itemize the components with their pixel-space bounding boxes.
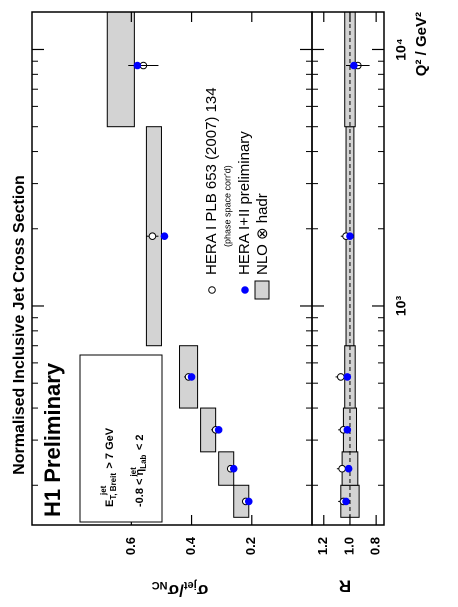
- y-axis-title: R: [339, 577, 351, 596]
- legend-marker: [208, 286, 216, 294]
- cut-part: -0.8 < η: [134, 469, 146, 507]
- cut-part: > 7 GeV: [104, 427, 116, 471]
- legend-note: (phase space corr'd): [222, 165, 232, 247]
- data-point: [344, 464, 353, 473]
- data-point: [148, 232, 157, 240]
- legend-label: HERA I PLB 653 (2007) 134: [203, 87, 220, 275]
- x-tick-label: 10³: [393, 296, 409, 317]
- y-tick-label: 1.0: [341, 537, 356, 555]
- data-point: [346, 232, 354, 240]
- data-point: [133, 61, 142, 70]
- y-axis-title: σjet/σNC: [152, 579, 209, 599]
- cut-sup: jet: [99, 485, 108, 496]
- cut-sup: jet: [129, 467, 138, 478]
- plot-frame: Normalised Inclusive Jet Cross Section 0…: [11, 11, 430, 600]
- data-point: [343, 373, 352, 381]
- data-point: [214, 426, 223, 434]
- data-point: [160, 232, 169, 240]
- y-axis-title-part: σ: [196, 581, 208, 600]
- y-axis-title-part: /σ: [167, 581, 184, 600]
- legend-marker: [241, 286, 249, 294]
- panel-content: [106, 12, 253, 518]
- legend-label: NLO ⊗ hadr: [254, 193, 271, 275]
- data-point: [244, 497, 253, 506]
- cut-part: < 2: [134, 435, 146, 454]
- y-tick-label: 0.2: [243, 537, 258, 555]
- cut-sub: T, Breit: [109, 473, 118, 500]
- panel-content: [335, 12, 370, 525]
- chart-title: Normalised Inclusive Jet Cross Section: [11, 175, 28, 475]
- cut-box: [79, 354, 163, 523]
- x-tick-label: 10⁴: [393, 38, 409, 61]
- y-axis-title-part: NC: [152, 579, 168, 591]
- y-tick-label: 0.8: [368, 537, 383, 555]
- y-axis-title-part: jet: [184, 579, 198, 591]
- x-axis-title: Q² / GeV²: [413, 12, 430, 76]
- data-point: [187, 373, 196, 381]
- cut-text: -0.8 < ηLabjet < 2: [129, 435, 148, 507]
- y-tick-label: 1.2: [315, 537, 330, 555]
- y-tick-label: 0.6: [123, 537, 138, 555]
- data-point: [350, 61, 358, 70]
- data-point: [337, 373, 345, 381]
- legend-label: HERA I+II preliminary: [236, 131, 253, 275]
- annotation: H1 Preliminary: [40, 362, 65, 517]
- y-tick-label: 0.4: [183, 536, 198, 555]
- panel-frame: [311, 11, 385, 526]
- cut-sub: Lab: [139, 454, 148, 468]
- data-point: [338, 464, 346, 473]
- data-point: [343, 426, 352, 434]
- data-point: [342, 497, 350, 506]
- data-point: [229, 464, 238, 473]
- cut-part: E: [104, 500, 116, 507]
- cut-text: ET, Breitjet > 7 GeV: [99, 427, 118, 507]
- legend-marker: [254, 280, 270, 300]
